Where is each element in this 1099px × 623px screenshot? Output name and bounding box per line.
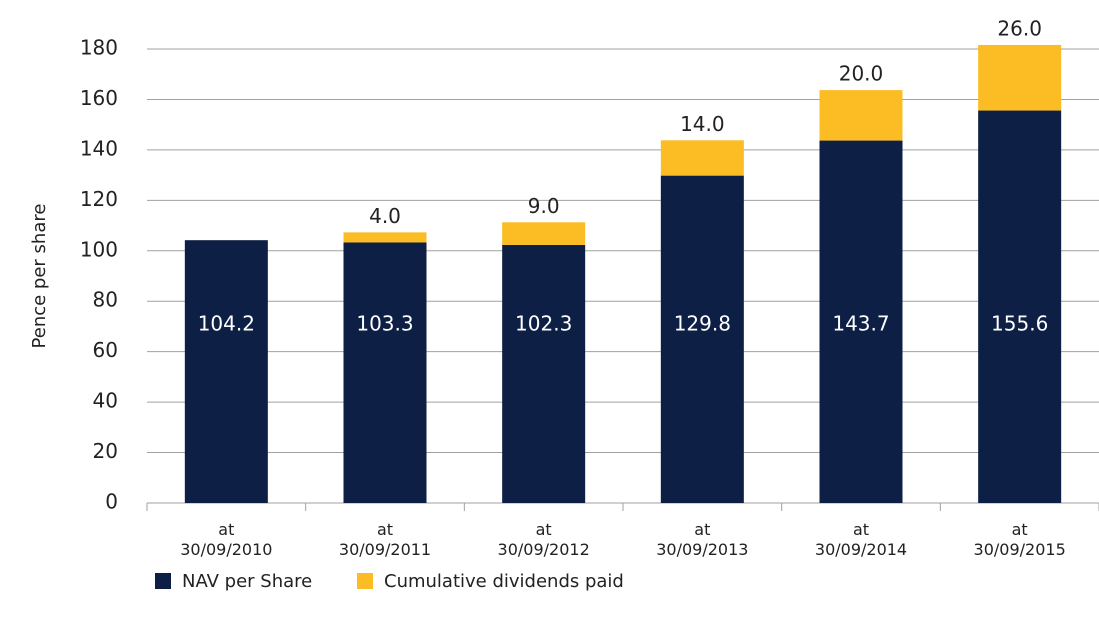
x-tick-label: at 30/09/2014 bbox=[814, 520, 908, 559]
legend-label: Cumulative dividends paid bbox=[384, 571, 624, 592]
x-tick-label: at 30/09/2015 bbox=[973, 520, 1066, 559]
y-tick-label: 120 bbox=[80, 187, 118, 211]
x-tick-label: at 30/09/2013 bbox=[656, 520, 749, 559]
x-tick-label: at 30/09/2012 bbox=[497, 520, 590, 559]
value-label: 26.0 bbox=[997, 16, 1042, 40]
y-tick-label: 20 bbox=[93, 439, 118, 463]
y-tick-label: 40 bbox=[93, 389, 118, 413]
value-label: 4.0 bbox=[369, 204, 401, 228]
bar-segment bbox=[343, 232, 427, 243]
y-axis-label: Pence per share bbox=[29, 204, 50, 349]
bar-segment bbox=[184, 240, 268, 503]
x-tick-label: at 30/09/2010 bbox=[180, 520, 273, 559]
value-label: 129.8 bbox=[674, 312, 731, 336]
bar-segment bbox=[502, 244, 586, 503]
bar-segment bbox=[660, 140, 744, 176]
y-tick-label: 100 bbox=[80, 237, 118, 261]
value-label: 102.3 bbox=[515, 312, 572, 336]
bar-segment bbox=[819, 140, 903, 503]
bar-segment bbox=[660, 175, 744, 504]
value-label: 104.2 bbox=[198, 312, 255, 336]
bar-segment bbox=[819, 90, 903, 141]
x-tick-label: at 30/09/2011 bbox=[338, 520, 432, 559]
value-label: 9.0 bbox=[528, 194, 560, 218]
y-tick-label: 160 bbox=[80, 86, 118, 110]
value-label: 143.7 bbox=[832, 312, 889, 336]
value-label: 155.6 bbox=[991, 312, 1048, 336]
bar-segment bbox=[502, 222, 586, 245]
bar-segment bbox=[978, 110, 1062, 503]
bar-segment bbox=[343, 242, 427, 503]
value-label: 103.3 bbox=[356, 312, 413, 336]
legend-swatch bbox=[357, 573, 373, 589]
value-label: 20.0 bbox=[839, 62, 884, 86]
value-label: 14.0 bbox=[680, 112, 725, 136]
bar-segment bbox=[978, 44, 1062, 111]
y-tick-label: 140 bbox=[80, 136, 118, 160]
legend-swatch bbox=[155, 573, 171, 589]
y-tick-label: 60 bbox=[93, 338, 118, 362]
y-tick-label: 0 bbox=[105, 490, 118, 514]
legend-label: NAV per Share bbox=[182, 571, 312, 592]
y-tick-label: 80 bbox=[93, 288, 118, 312]
y-tick-label: 180 bbox=[80, 36, 118, 60]
